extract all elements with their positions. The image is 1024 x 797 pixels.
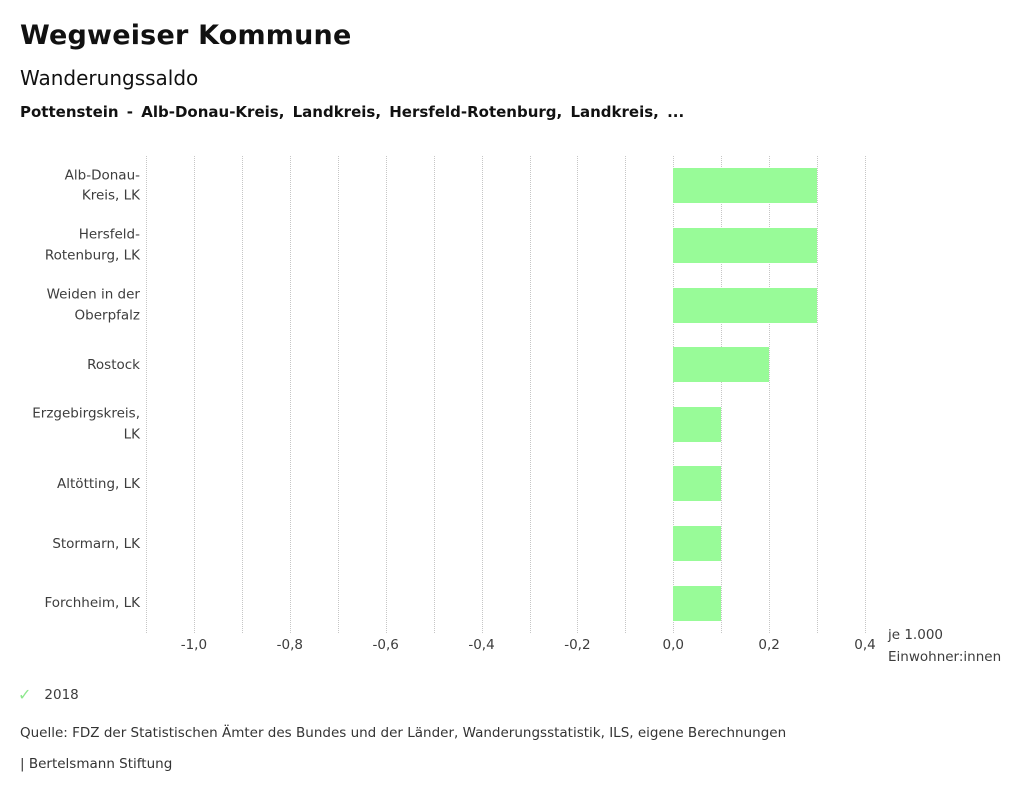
chart-title: Wanderungssaldo xyxy=(20,66,199,90)
gridline xyxy=(481,156,483,633)
gridline xyxy=(193,156,195,633)
y-axis-label: Erzgebirgskreis, LK xyxy=(32,405,140,443)
x-axis-tick-label: -1,0 xyxy=(180,637,208,653)
x-axis-tick-label: 0,0 xyxy=(662,637,685,653)
gridline xyxy=(769,156,771,633)
y-axis-label: Hersfeld- Rotenburg, LK xyxy=(44,226,140,264)
bar[interactable] xyxy=(673,168,818,204)
x-axis-tick-label: -0,2 xyxy=(564,637,591,653)
y-axis-label: Weiden in der Oberpfalz xyxy=(46,286,140,324)
bar[interactable] xyxy=(673,466,722,502)
y-axis-label: Rostock xyxy=(87,356,140,373)
legend-year-item[interactable]: ✓ 2018 xyxy=(18,685,79,704)
x-axis-tick-label: 0,4 xyxy=(854,637,876,653)
bar[interactable] xyxy=(673,287,818,323)
legend-year-label: 2018 xyxy=(44,686,79,703)
y-axis-label: Forchheim, LK xyxy=(44,594,141,611)
gridline xyxy=(146,156,147,633)
x-axis-tick-label: -0,6 xyxy=(372,637,399,653)
source-text: Quelle: FDZ der Statistischen Ämter des … xyxy=(20,725,787,741)
gridline xyxy=(289,156,291,633)
gridline xyxy=(625,156,627,633)
x-axis-tick-label: -0,8 xyxy=(276,637,303,653)
y-axis-label: Alb-Donau- Kreis, LK xyxy=(64,167,140,204)
gridline xyxy=(337,156,339,633)
y-axis-label: Altötting, LK xyxy=(57,475,140,492)
selection-breadcrumb: Pottenstein - Alb-Donau-Kreis, Landkreis… xyxy=(20,103,685,121)
gridline xyxy=(721,156,723,633)
page-title: Wegweiser Kommune xyxy=(20,20,352,51)
gridline xyxy=(577,156,579,633)
gridline xyxy=(865,156,866,633)
bar[interactable] xyxy=(673,585,722,621)
gridline xyxy=(529,156,531,633)
gridline xyxy=(241,156,243,633)
bar[interactable] xyxy=(673,526,722,562)
bar[interactable] xyxy=(673,406,722,442)
bar[interactable] xyxy=(673,227,818,263)
gridline xyxy=(385,156,387,633)
x-axis-tick-label: -0,4 xyxy=(468,637,495,653)
check-icon: ✓ xyxy=(18,685,32,704)
axis-unit-label: je 1.000 Einwohner:innen xyxy=(888,627,1002,665)
bar[interactable] xyxy=(673,347,770,383)
gridline xyxy=(673,156,675,633)
y-axis-label: Stormarn, LK xyxy=(52,535,140,552)
gridline xyxy=(433,156,435,633)
branding-text: | Bertelsmann Stiftung xyxy=(20,756,173,772)
gridline xyxy=(817,156,819,633)
x-axis-tick-label: 0,2 xyxy=(758,637,780,653)
